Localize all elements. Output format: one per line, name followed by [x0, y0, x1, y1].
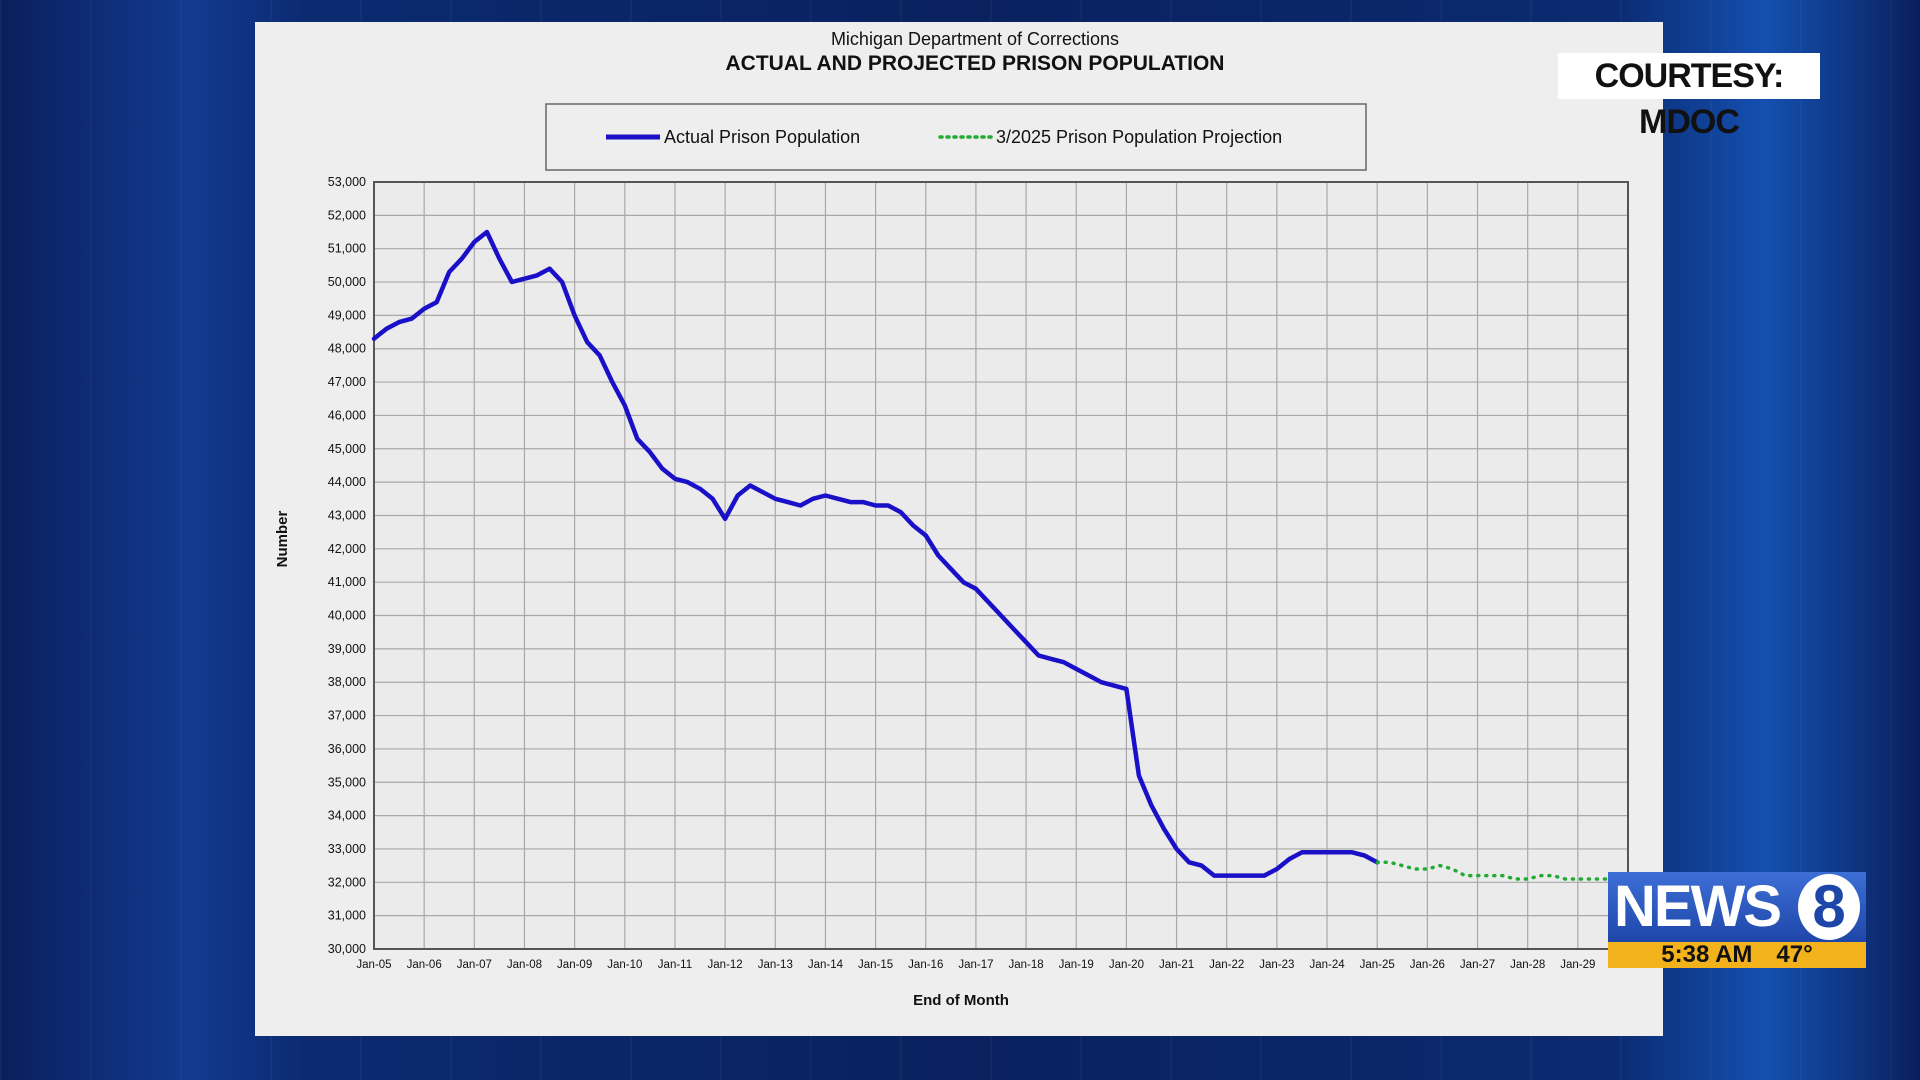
news8-logo: NEWS 8 5:38 AM 47°: [1608, 872, 1866, 968]
y-tick-label: 33,000: [328, 842, 366, 856]
chart-panel: Michigan Department of Corrections ACTUA…: [255, 22, 1663, 1036]
legend-label-projection: 3/2025 Prison Population Projection: [996, 127, 1282, 147]
x-tick-label: Jan-27: [1460, 959, 1495, 971]
y-tick-label: 40,000: [328, 609, 366, 623]
y-tick-label: 41,000: [328, 575, 366, 589]
y-tick-label: 36,000: [328, 742, 366, 756]
station-number-badge: 8: [1798, 874, 1860, 940]
x-tick-label: Jan-06: [407, 959, 442, 971]
x-tick-label: Jan-22: [1209, 959, 1244, 971]
plot-area: [374, 182, 1628, 949]
prison-population-chart: Michigan Department of Corrections ACTUA…: [274, 29, 1629, 1009]
y-axis-label: Number: [274, 511, 291, 568]
x-tick-label: Jan-24: [1309, 959, 1345, 971]
y-tick-label: 52,000: [328, 208, 366, 222]
x-tick-label: Jan-29: [1560, 959, 1595, 971]
x-tick-label: Jan-26: [1410, 959, 1445, 971]
x-tick-label: Jan-11: [658, 959, 692, 971]
x-tick-label: Jan-18: [1008, 959, 1043, 971]
y-tick-label: 39,000: [328, 642, 366, 656]
x-tick-label: Jan-08: [507, 959, 542, 971]
x-tick-label: Jan-23: [1259, 959, 1294, 971]
x-tick-label: Jan-25: [1360, 959, 1395, 971]
y-tick-label: 47,000: [328, 375, 366, 389]
x-tick-label: Jan-17: [958, 959, 993, 971]
x-tick-label: Jan-12: [708, 959, 743, 971]
y-tick-label: 32,000: [328, 875, 366, 889]
x-tick-label: Jan-20: [1109, 959, 1144, 971]
x-tick-label: Jan-09: [557, 959, 592, 971]
y-tick-label: 45,000: [328, 442, 366, 456]
temperature-display: 47°: [1776, 941, 1813, 968]
y-tick-label: 53,000: [328, 175, 366, 189]
y-tick-label: 38,000: [328, 675, 366, 689]
x-axis-ticks: Jan-05 Jan-06 Jan-07 Jan-08 Jan-09 Jan-10 Jan-…: [356, 959, 1595, 971]
x-axis-label: End of Month: [913, 992, 1009, 1009]
x-tick-label: Jan-21: [1159, 959, 1194, 971]
chart-subtitle: ACTUAL AND PROJECTED PRISON POPULATION: [726, 52, 1225, 75]
x-tick-label: Jan-05: [356, 959, 391, 971]
data-series: [371, 229, 1626, 881]
y-tick-label: 34,000: [328, 809, 366, 823]
series-line-projection: [1375, 860, 1626, 881]
y-tick-label: 42,000: [328, 542, 366, 556]
y-tick-label: 48,000: [328, 342, 366, 356]
x-tick-label: Jan-14: [808, 959, 844, 971]
x-tick-label: Jan-10: [607, 959, 642, 971]
time-display: 5:38 AM: [1661, 941, 1753, 968]
plot-frame: [373, 181, 1629, 950]
y-tick-label: 49,000: [328, 308, 366, 322]
y-tick-label: 46,000: [328, 408, 366, 422]
legend-label-actual: Actual Prison Population: [664, 127, 860, 147]
y-tick-label: 35,000: [328, 775, 366, 789]
y-tick-label: 43,000: [328, 508, 366, 522]
x-tick-label: Jan-07: [457, 959, 492, 971]
grid: [373, 181, 1629, 950]
y-tick-label: 31,000: [328, 909, 366, 923]
x-tick-label: Jan-28: [1510, 959, 1545, 971]
chart-title: Michigan Department of Corrections: [831, 29, 1119, 49]
y-tick-label: 44,000: [328, 475, 366, 489]
legend: Actual Prison Population 3/2025 Prison P…: [545, 103, 1367, 171]
y-axis-ticks: 30,000 31,000 32,000 33,000 34,000 35,000 36,0…: [328, 175, 366, 956]
x-tick-label: Jan-15: [858, 959, 893, 971]
y-tick-label: 30,000: [328, 942, 366, 956]
y-tick-label: 51,000: [328, 242, 366, 256]
x-tick-label: Jan-13: [758, 959, 793, 971]
series-line-actual: [371, 229, 1380, 878]
courtesy-label: COURTESY: MDOC: [1558, 53, 1820, 141]
time-temp-bar: 5:38 AM 47°: [1608, 942, 1866, 968]
x-tick-label: Jan-16: [908, 959, 943, 971]
y-tick-label: 37,000: [328, 709, 366, 723]
x-tick-label: Jan-19: [1059, 959, 1094, 971]
y-tick-label: 50,000: [328, 275, 366, 289]
